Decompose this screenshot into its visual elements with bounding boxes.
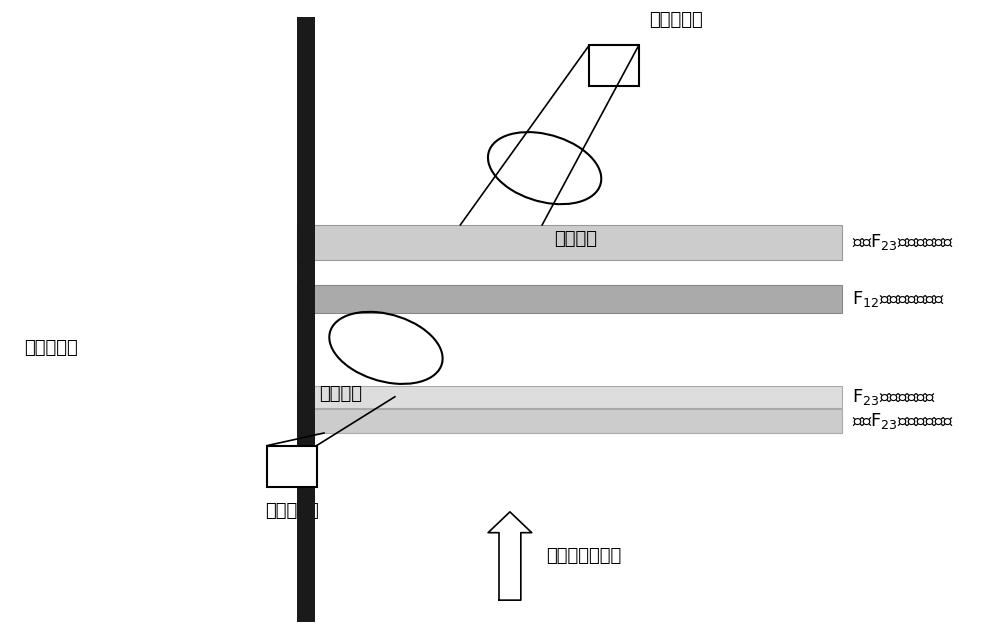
Bar (267, 445, 317, 487)
Text: 第二光电管: 第二光电管 (649, 12, 702, 29)
Text: 第一透镜: 第一透镜 (320, 385, 363, 403)
Text: 第二$\mathregular{F_{23}}$探测光驻波场: 第二$\mathregular{F_{23}}$探测光驻波场 (852, 232, 954, 252)
Bar (297, 386, 842, 408)
Text: 冷原子抛射方向: 冷原子抛射方向 (547, 547, 622, 565)
Text: 第一光电管: 第一光电管 (265, 502, 319, 520)
Bar (297, 409, 842, 433)
Bar (297, 17, 315, 622)
Text: $\mathregular{F_{12}}$重泵浦光驻波场: $\mathregular{F_{12}}$重泵浦光驻波场 (852, 289, 945, 309)
Bar (297, 285, 842, 313)
Text: $\mathregular{F_{23}}$探测光行波场: $\mathregular{F_{23}}$探测光行波场 (852, 387, 936, 407)
Text: 第二透镜: 第二透镜 (555, 230, 598, 248)
Bar (589, 45, 639, 86)
Bar (297, 225, 842, 259)
Text: 第一$\mathregular{F_{23}}$探测光驻波场: 第一$\mathregular{F_{23}}$探测光驻波场 (852, 411, 954, 431)
Text: 平面反射镜: 平面反射镜 (24, 339, 78, 357)
